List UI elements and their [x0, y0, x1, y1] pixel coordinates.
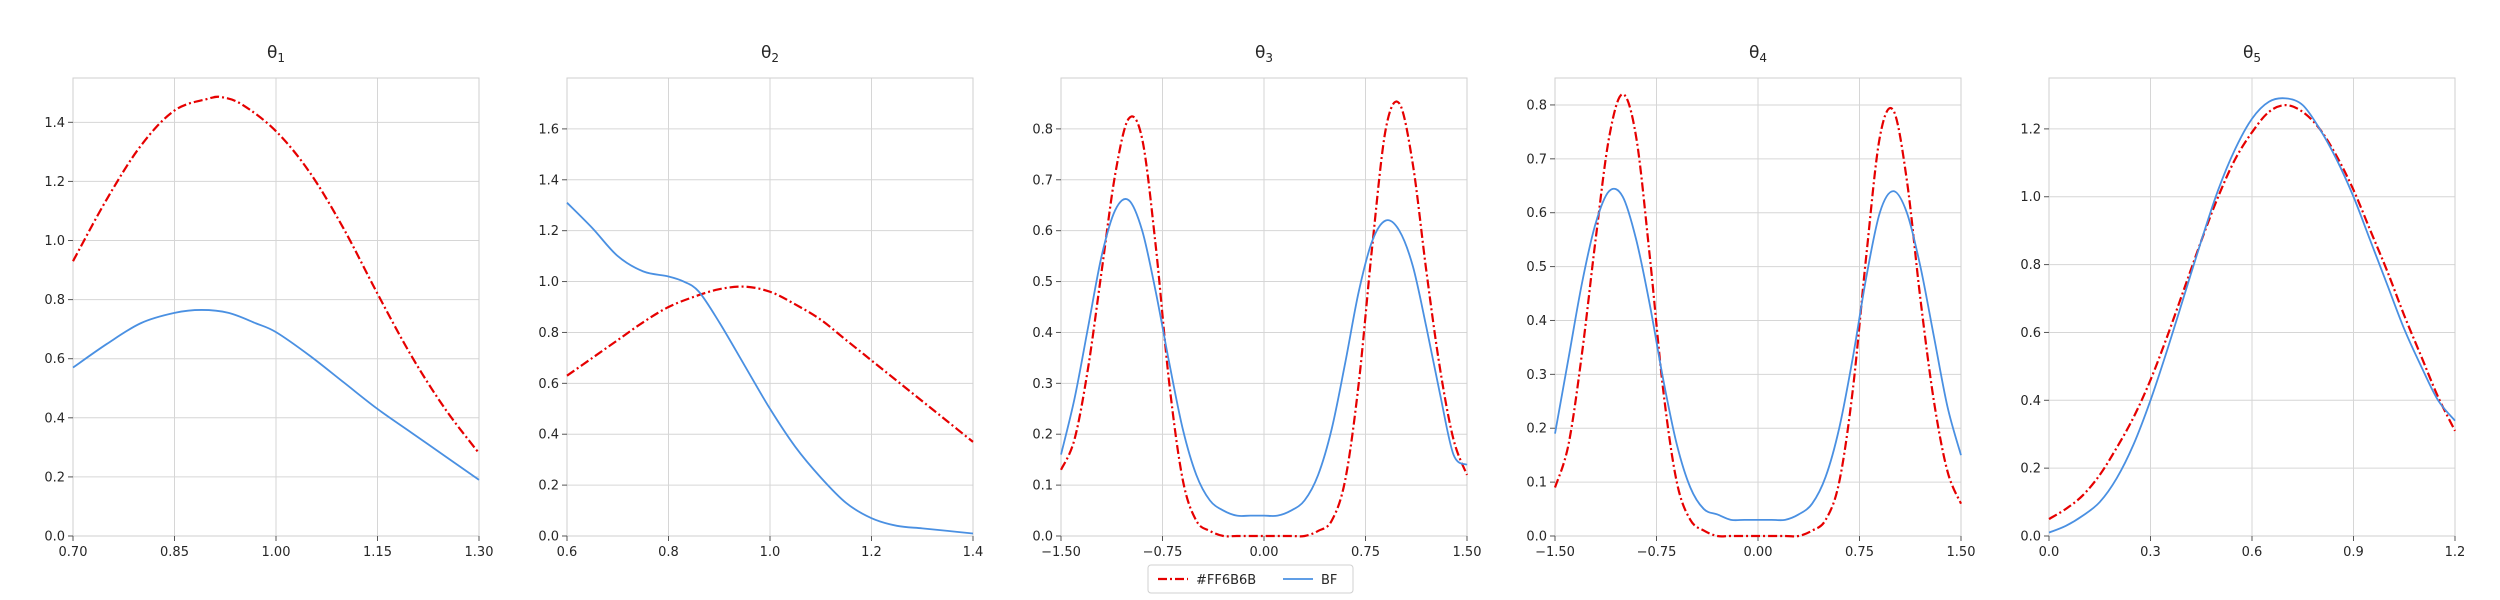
chart-panel-1: 0.70 0.85 1.00 1.15 1.30 0.0 0.2 0.4 0.6 0.8 1.0 1.… — [44, 43, 493, 560]
y-tick-label: 0.7 — [1032, 173, 1053, 188]
panel-title-subscript: 1 — [277, 51, 285, 65]
x-tick-label: 0.85 — [160, 545, 189, 560]
y-tick-label: 0.6 — [538, 377, 559, 392]
y-tick-label: 0.5 — [1526, 260, 1547, 275]
y-tick-label: 0.0 — [44, 530, 65, 545]
y-tick-label: 0.6 — [1526, 206, 1547, 221]
y-tick-label: 0.4 — [1032, 326, 1053, 341]
series-line-bf — [566, 202, 974, 535]
x-tick-label: −1.50 — [1535, 545, 1575, 560]
panel-title: θ4 — [1749, 43, 1767, 65]
y-tick-label: 0.1 — [1032, 479, 1053, 494]
panel-title-subscript: 4 — [1759, 51, 1767, 65]
y-tick-label: 0.6 — [44, 352, 65, 367]
x-tick-label: 0.0 — [2039, 545, 2060, 560]
x-tick-label: 0.00 — [1250, 545, 1279, 560]
x-tick-label: 0.70 — [59, 545, 88, 560]
y-tick-label: 0.8 — [538, 326, 559, 341]
y-tick-label: 0.0 — [538, 530, 559, 545]
chart-panel-3: −1.50 −0.75 0.00 0.75 1.50 0.0 0.1 0.2 0.3 0.4 0.5… — [1032, 43, 1481, 560]
x-tick-label: 0.6 — [2242, 545, 2263, 560]
y-tick-label: 0.2 — [538, 479, 559, 494]
x-tick-label: 1.50 — [1453, 545, 1482, 560]
y-tick-label: 1.2 — [538, 224, 559, 239]
y-tick-label: 0.2 — [44, 470, 65, 485]
y-tick-label: 1.0 — [44, 234, 65, 249]
y-tick-label: 1.4 — [44, 116, 65, 131]
chart-panel-2: 0.6 0.8 1.0 1.2 1.4 0.0 0.2 0.4 0.6 0.8 1.0 1.2 1.4 1… — [538, 43, 983, 560]
x-tick-label: 0.3 — [2140, 545, 2161, 560]
y-tick-label: 0.0 — [1526, 530, 1547, 545]
panel-title-subscript: 3 — [1265, 51, 1273, 65]
chart-panel-5: 0.0 0.3 0.6 0.9 1.2 0.0 0.2 0.4 0.6 0.8 1.0 1.2 θ5 — [2020, 43, 2465, 560]
series-line-red — [2048, 104, 2456, 520]
y-tick-label: 0.6 — [1032, 224, 1053, 239]
panel-title: θ1 — [267, 43, 285, 65]
panel-title: θ3 — [1255, 43, 1273, 65]
legend: #FF6B6B BF — [1147, 564, 1354, 594]
y-tick-label: 0.0 — [2020, 530, 2041, 545]
y-tick-label: 0.2 — [2020, 462, 2041, 477]
y-tick-label: 0.8 — [1526, 98, 1547, 113]
y-tick-label: 0.4 — [1526, 314, 1547, 329]
y-tick-label: 0.1 — [1526, 476, 1547, 491]
y-tick-label: 1.4 — [538, 173, 559, 188]
y-tick-label: 1.2 — [44, 175, 65, 190]
x-tick-label: 1.2 — [861, 545, 882, 560]
y-tick-label: 1.6 — [538, 122, 559, 137]
y-tick-label: 0.4 — [538, 428, 559, 443]
y-tick-label: 0.2 — [1032, 428, 1053, 443]
x-tick-label: 0.00 — [1744, 545, 1773, 560]
series-line-red — [1059, 100, 1469, 538]
series-line-red — [72, 95, 480, 454]
legend-label-blue: BF — [1321, 573, 1337, 588]
x-tick-label: 1.50 — [1947, 545, 1976, 560]
series-line-red — [566, 285, 974, 443]
legend-frame — [1147, 564, 1354, 594]
x-tick-label: 1.2 — [2445, 545, 2466, 560]
y-tick-label: 0.4 — [44, 411, 65, 426]
y-tick-label: 0.8 — [1032, 122, 1053, 137]
y-tick-label: 0.4 — [2020, 394, 2041, 409]
y-tick-label: 0.3 — [1032, 377, 1053, 392]
x-tick-label: 1.30 — [465, 545, 494, 560]
x-tick-label: 1.0 — [760, 545, 781, 560]
y-tick-label: 0.6 — [2020, 326, 2041, 341]
y-tick-label: 0.0 — [1032, 530, 1053, 545]
x-tick-label: −0.75 — [1637, 545, 1677, 560]
series-line-red — [1553, 93, 1963, 538]
y-tick-label: 0.3 — [1526, 368, 1547, 383]
legend-label-red: #FF6B6B — [1196, 573, 1256, 588]
series-line-bf — [1554, 187, 1962, 522]
x-tick-label: 0.75 — [1845, 545, 1874, 560]
x-tick-label: −1.50 — [1041, 545, 1081, 560]
y-tick-label: 0.5 — [1032, 275, 1053, 290]
y-tick-label: 0.2 — [1526, 422, 1547, 437]
x-tick-label: 1.00 — [262, 545, 291, 560]
x-tick-label: 1.15 — [363, 545, 392, 560]
x-tick-label: 0.75 — [1351, 545, 1380, 560]
panel-title-subscript: 5 — [2253, 51, 2261, 65]
x-tick-label: 1.4 — [963, 545, 984, 560]
chart-panel-4: −1.50 −0.75 0.00 0.75 1.50 0.0 0.1 0.2 0.3 0.4 0.5… — [1526, 43, 1975, 560]
x-tick-label: −0.75 — [1143, 545, 1183, 560]
series-line-bf — [72, 309, 480, 481]
x-tick-label: 0.6 — [557, 545, 578, 560]
y-tick-label: 0.8 — [44, 293, 65, 308]
panel-title: θ5 — [2243, 43, 2261, 65]
chart-panels: 0.70 0.85 1.00 1.15 1.300.00.20.40.60.81.01.… — [44, 43, 2465, 560]
y-tick-label: 1.2 — [2020, 122, 2041, 137]
y-tick-label: 0.8 — [2020, 258, 2041, 273]
y-tick-label: 0.7 — [1526, 152, 1547, 167]
series-line-bf — [2048, 97, 2456, 534]
y-tick-label: 1.0 — [538, 275, 559, 290]
y-tick-label: 1.0 — [2020, 190, 2041, 205]
x-tick-label: 0.9 — [2343, 545, 2364, 560]
panel-title: θ2 — [761, 43, 779, 65]
series-line-bf — [1060, 198, 1468, 517]
panel-title-subscript: 2 — [771, 51, 779, 65]
x-tick-label: 0.8 — [658, 545, 679, 560]
